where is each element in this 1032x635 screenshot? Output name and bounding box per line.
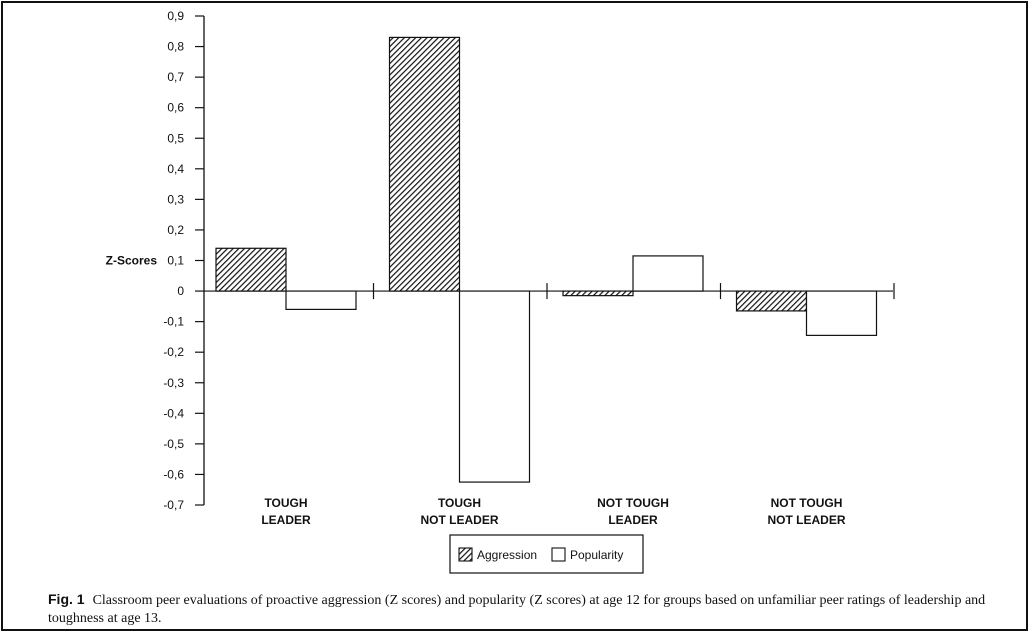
y-tick-label: -0,1 [163,315,184,329]
bar-popularity [632,255,704,292]
y-tick-label: 0,6 [167,101,184,115]
category-labels: TOUGH LEADER TOUGH NOT LEADER NOT TOUGH LEADE… [261,496,846,527]
legend: Aggression Popularity [449,534,644,574]
bars [215,36,878,483]
legend-label-aggression: Aggression [477,548,537,562]
category-label: NOT LEADER [768,513,846,527]
bar-aggression [562,290,634,297]
y-tick-label: 0,8 [167,40,184,54]
y-tick-label: -0,3 [163,376,184,390]
y-tick-label: 0,3 [167,192,184,206]
y-tick-label: 0 [177,284,184,298]
caption-text: Classroom peer evaluations of proactive … [48,593,986,626]
y-tick-label: -0,2 [163,345,184,359]
bar-aggression [215,247,287,292]
figure-caption: Fig. 1 Classroom peer evaluations of proa… [48,590,988,628]
legend-label-popularity: Popularity [570,548,623,562]
axes: 0,9 0,8 0,7 0,6 0,5 0,4 0,3 0,2 0,1 0 -0,1 -0,2 -0,3… [106,9,895,512]
bar-aggression [735,290,808,312]
y-tick-label: 0,5 [167,131,184,145]
legend-swatch-popularity [551,547,566,562]
category-label: LEADER [608,513,658,527]
bar-popularity [805,290,878,336]
y-tick-label: -0,4 [163,406,184,420]
category-label: TOUGH [264,496,307,510]
caption-label: Fig. 1 [48,591,85,607]
y-axis-label: Z-Scores [106,254,158,268]
bar-popularity [285,290,357,310]
legend-box [449,534,644,574]
category-label: TOUGH [438,496,481,510]
y-tick-label: -0,5 [163,437,184,451]
category-label: NOT LEADER [421,513,499,527]
bar-popularity [458,290,531,483]
y-tick-label: 0,7 [167,70,184,84]
y-tick-label: -0,6 [163,467,184,481]
y-tick-label: 0,4 [167,162,184,176]
y-tick-label: -0,7 [163,498,184,512]
category-label: LEADER [261,513,311,527]
y-tick-label: 0,1 [167,254,184,268]
category-label: NOT TOUGH [771,496,843,510]
legend-swatch-aggression [458,547,473,562]
y-tick-label: 0,2 [167,223,184,237]
bar-aggression [388,36,461,292]
category-label: NOT TOUGH [597,496,669,510]
y-tick-label: 0,9 [167,9,184,23]
